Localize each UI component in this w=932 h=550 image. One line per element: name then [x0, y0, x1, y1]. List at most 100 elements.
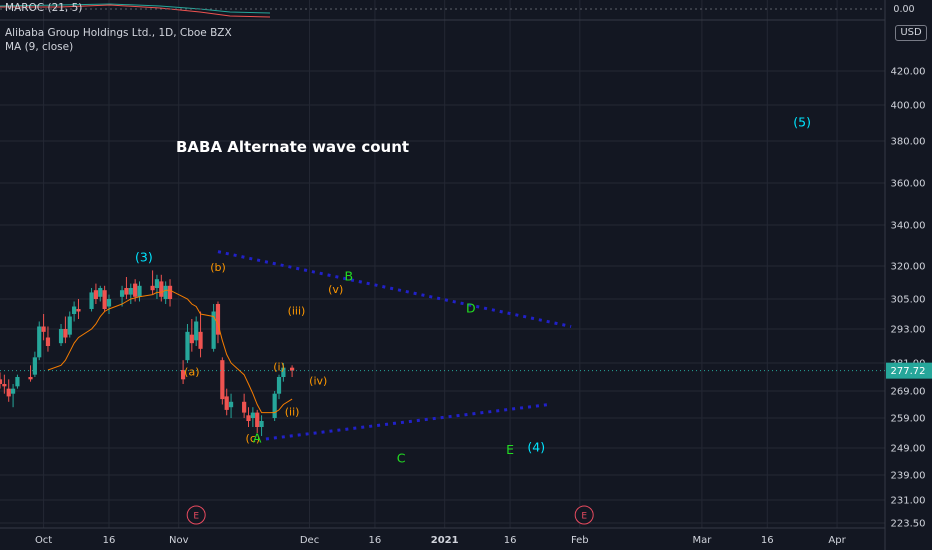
last-price-marker: 277.72	[0, 362, 932, 379]
candle	[119, 285, 125, 307]
candle-body	[224, 396, 229, 410]
wave-label[interactable]: (c)	[246, 432, 261, 445]
time-axis[interactable]: Oct 16 Nov Dec 16 2021 16 Feb Mar 16 Apr	[35, 535, 847, 546]
wave-label[interactable]: D	[466, 301, 476, 316]
candle	[106, 294, 112, 314]
symbol-legend[interactable]: Alibaba Group Holdings Ltd., 1D, Cboe BZ…	[5, 27, 232, 39]
candle-body	[215, 304, 221, 335]
earnings-marker[interactable]: E	[574, 505, 594, 525]
candle	[276, 374, 282, 400]
candle	[150, 270, 155, 295]
wave-label[interactable]: (ii)	[285, 406, 300, 419]
price-tick-label: 420.00	[891, 67, 926, 78]
wave-label[interactable]: (v)	[328, 283, 343, 296]
candle	[76, 299, 81, 319]
candle	[255, 409, 260, 433]
candle	[181, 360, 186, 384]
price-tick-label: 223.50	[891, 519, 926, 530]
candle	[189, 319, 194, 352]
candle	[72, 301, 77, 322]
wave-label[interactable]: (iv)	[309, 375, 327, 388]
indicator-value-label: 0.00	[893, 4, 914, 15]
candle	[67, 311, 72, 338]
wave-label[interactable]: A	[253, 431, 262, 446]
earnings-label: E	[193, 512, 199, 522]
price-tick-label: 269.00	[891, 387, 926, 398]
candle-body	[181, 370, 186, 380]
candle	[159, 274, 164, 302]
candle	[224, 388, 229, 416]
candle	[2, 374, 7, 394]
moving-average-legend[interactable]: MA (9, close)	[5, 41, 74, 53]
candle-body	[45, 337, 51, 346]
time-tick-label: 16	[761, 535, 774, 546]
candle	[15, 374, 20, 389]
candle	[250, 407, 255, 427]
candle	[220, 357, 225, 405]
time-tick-label: 16	[103, 535, 116, 546]
candle-body	[0, 379, 3, 384]
wave-label[interactable]: C	[397, 450, 406, 465]
candle-body	[289, 367, 295, 371]
wave-label[interactable]: (a)	[184, 365, 199, 378]
candle-body	[106, 299, 112, 307]
candle-body	[211, 311, 216, 349]
candle	[28, 365, 33, 382]
candle	[185, 324, 190, 363]
wave-label[interactable]: (4)	[527, 440, 545, 455]
trend-line[interactable]	[217, 250, 572, 328]
indicator-legend[interactable]: MAROC (21, 5)	[5, 2, 83, 14]
candle-body	[6, 388, 11, 397]
candle-body	[67, 316, 72, 335]
time-tick-label: Apr	[828, 535, 846, 546]
candle-body	[15, 377, 20, 387]
wave-label[interactable]: E	[506, 442, 514, 457]
wave-label[interactable]: (iii)	[288, 305, 306, 318]
candle-body	[2, 384, 7, 387]
candle-body	[167, 285, 173, 299]
candle-body	[150, 285, 155, 291]
last-price-tag	[886, 362, 932, 379]
candle-body	[198, 331, 203, 349]
earnings-circle	[186, 505, 206, 525]
currency-button[interactable]: USD	[895, 25, 927, 41]
candle-body	[159, 281, 164, 297]
price-tick-label: 380.00	[891, 137, 926, 148]
candle-body	[10, 388, 16, 394]
candle	[215, 301, 221, 344]
candle-body	[220, 360, 225, 400]
earnings-marker[interactable]: E	[186, 505, 206, 525]
candle	[124, 277, 129, 299]
candlestick-series	[0, 270, 295, 436]
candle	[242, 393, 247, 418]
candle-body	[63, 329, 68, 338]
candle	[63, 316, 68, 344]
time-tick-label: Nov	[169, 535, 189, 546]
last-price-label: 277.72	[891, 366, 926, 377]
candle	[41, 314, 46, 341]
candle-body	[163, 285, 168, 299]
candle-body	[93, 290, 99, 299]
wave-label[interactable]: (b)	[210, 261, 226, 274]
candle	[102, 285, 107, 312]
price-tick-label: 249.00	[891, 444, 926, 455]
wave-label[interactable]: B	[344, 269, 353, 284]
price-tick-label: 305.00	[891, 295, 926, 306]
candle	[198, 311, 203, 358]
candle-body	[189, 334, 194, 344]
candle	[0, 372, 3, 389]
candle-body	[246, 415, 251, 421]
candle	[289, 365, 295, 377]
wave-label[interactable]: (3)	[135, 249, 153, 264]
candle	[45, 326, 51, 352]
wave-label[interactable]: (5)	[793, 115, 811, 130]
maroc-indicator-pane	[0, 3, 885, 18]
candle-body	[228, 401, 234, 408]
earnings-circle	[574, 505, 594, 525]
candle	[167, 279, 173, 307]
indicator-line	[0, 3, 271, 14]
trend-line[interactable]	[265, 403, 550, 441]
wave-label[interactable]: (i)	[273, 361, 285, 374]
price-axis[interactable]: 223.50231.00239.00249.00259.00269.00281.…	[891, 67, 926, 530]
